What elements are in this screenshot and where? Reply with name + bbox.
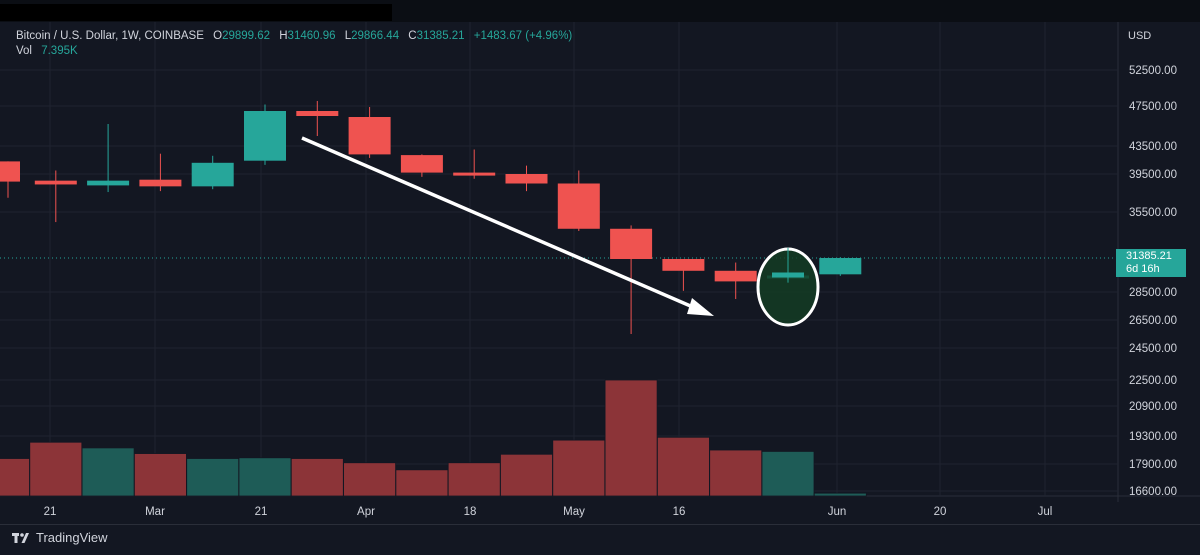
volume-bar [290, 458, 344, 497]
symbol-header: Bitcoin / U.S. Dollar, 1W, COINBASE O298… [16, 30, 572, 42]
redacted-title-bar [0, 4, 392, 21]
price-tick-label: 43500.00 [1129, 141, 1177, 153]
time-tick-label: Apr [357, 506, 375, 518]
volume-bar [343, 462, 397, 497]
volume-header: Vol 7.395K [16, 45, 78, 57]
open-value: 29899.62 [222, 30, 271, 42]
volume-bar [813, 492, 867, 497]
time-tick-label: 20 [934, 506, 947, 518]
time-tick-label: May [563, 506, 585, 518]
time-tick-label: 16 [673, 506, 686, 518]
volume-bar [709, 449, 763, 497]
time-tick-label: 21 [44, 506, 57, 518]
volume-value: 7.395K [41, 45, 78, 57]
trend-arrow [301, 136, 703, 313]
close-value: 31385.21 [416, 30, 465, 42]
volume-bar [761, 451, 815, 497]
low-value: 29866.44 [351, 30, 400, 42]
high-label: H [279, 30, 288, 42]
candle-body [139, 179, 182, 187]
tradingview-icon [12, 532, 29, 543]
time-tick-label: Jul [1038, 506, 1053, 518]
volume-bar [186, 458, 240, 497]
chart-svg[interactable]: 52500.00 47500.00 43500.00 39500.00 35500.00… [0, 22, 1200, 524]
candle-body [0, 161, 20, 182]
candle-body [244, 111, 286, 161]
volume-bar [395, 469, 449, 497]
high-value: 31460.96 [287, 30, 336, 42]
last-price-tag: 31385.21 6d 16h [1116, 249, 1186, 277]
candle-body [34, 180, 77, 185]
candle-body [400, 155, 443, 173]
time-tick-label: 21 [255, 506, 268, 518]
candle-body [505, 174, 548, 184]
candle-body [610, 228, 653, 260]
price-tick-label: 52500.00 [1129, 65, 1177, 77]
price-tick-label: 35500.00 [1129, 207, 1177, 219]
volume-label: Vol [16, 45, 32, 57]
time-tick-label: Jun [828, 506, 847, 518]
bottom-bar [0, 524, 1200, 555]
candle-body [191, 162, 234, 187]
time-tick-label: Mar [145, 506, 165, 518]
low-label: L [344, 30, 352, 42]
price-tick-label: 17900.00 [1129, 459, 1177, 471]
candle-body [453, 172, 496, 176]
volume-bar [29, 441, 83, 497]
last-price-value: 31385.21 [1126, 250, 1172, 262]
volume-bar [133, 453, 187, 497]
price-tick-label: 39500.00 [1129, 169, 1177, 181]
close-label: C [408, 30, 417, 42]
price-tick-label: 47500.00 [1129, 101, 1177, 113]
price-tick-label: 16600.00 [1129, 486, 1177, 498]
bar-countdown: 6d 16h [1126, 263, 1160, 275]
price-tick-label: 20900.00 [1129, 401, 1177, 413]
open-label: O [213, 30, 223, 42]
volume-bar [81, 447, 135, 497]
candle-body [296, 111, 339, 116]
trend-arrow-head [687, 298, 714, 316]
price-tick-label: 22500.00 [1129, 375, 1177, 387]
change-value: +1483.67 (+4.96%) [473, 30, 573, 42]
candle-body [714, 270, 757, 282]
volume-bar [657, 436, 710, 497]
candle-body [348, 117, 391, 155]
time-tick-label: 18 [464, 506, 477, 518]
price-tick-label: 24500.00 [1129, 343, 1177, 355]
volume-bar [0, 458, 30, 497]
candle-body [87, 180, 130, 186]
price-tick-label: 26500.00 [1129, 315, 1177, 327]
candle-body [819, 258, 862, 275]
price-tick-label: 19300.00 [1129, 431, 1177, 443]
price-tick-label: 28500.00 [1129, 287, 1177, 299]
candle-body [772, 272, 804, 278]
candle-body [662, 259, 705, 271]
tradingview-logo[interactable]: TradingView [12, 530, 108, 545]
volume-bar [447, 462, 501, 497]
volume-bar [604, 379, 658, 497]
volume-bar [238, 457, 292, 497]
volume-bar [500, 453, 553, 497]
candle-body [557, 183, 600, 229]
tradingview-text: TradingView [36, 530, 108, 545]
currency-label[interactable]: USD [1128, 30, 1152, 42]
symbol-name: Bitcoin / U.S. Dollar, 1W, COINBASE [16, 30, 204, 42]
volume-bar [552, 439, 606, 497]
